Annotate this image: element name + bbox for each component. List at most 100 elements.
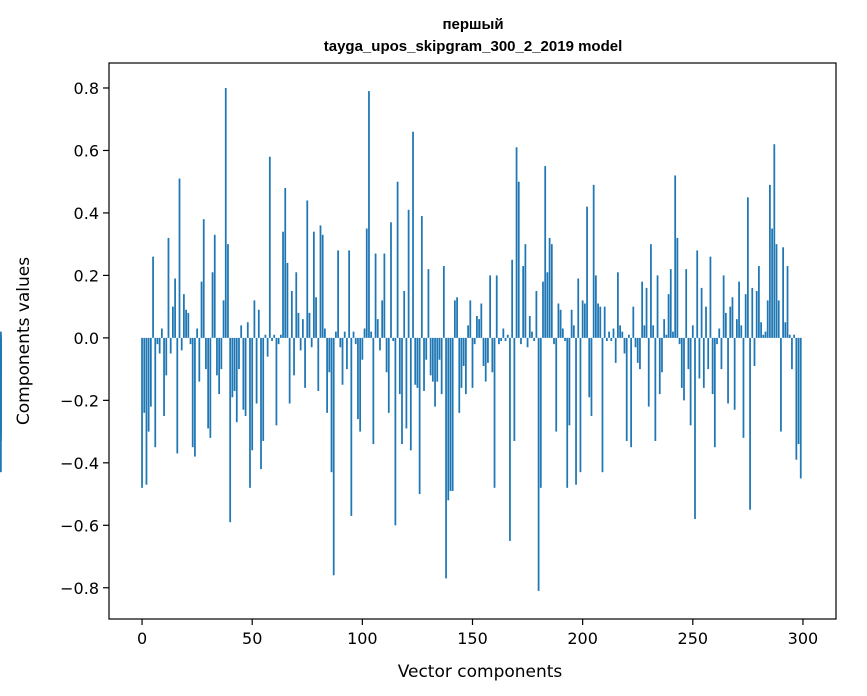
bar <box>665 334 668 338</box>
bar <box>478 319 480 338</box>
bar <box>156 337 159 345</box>
bar <box>374 253 377 338</box>
bar <box>427 269 430 338</box>
bar <box>266 337 269 357</box>
bar <box>577 278 580 338</box>
bar-series <box>0 87 802 591</box>
bar <box>735 319 738 338</box>
bar <box>683 337 685 401</box>
bar <box>643 325 646 338</box>
bar <box>797 337 800 445</box>
bar <box>308 312 311 338</box>
bar <box>647 337 650 407</box>
bar <box>295 272 298 338</box>
bar <box>436 337 439 382</box>
bar <box>557 303 560 338</box>
bar <box>315 297 317 338</box>
bar <box>172 306 174 338</box>
bar <box>160 328 163 338</box>
bar <box>165 337 168 376</box>
bar <box>429 337 432 376</box>
bar <box>211 272 214 338</box>
y-tick-label: 0.6 <box>74 141 99 160</box>
bar <box>465 337 467 395</box>
bar <box>634 337 637 348</box>
bar <box>220 337 223 370</box>
bar <box>290 291 293 338</box>
bar <box>799 337 802 479</box>
bar <box>608 331 610 338</box>
bar <box>758 266 760 338</box>
bar <box>698 337 701 379</box>
bar <box>487 337 489 363</box>
bar <box>753 337 756 366</box>
y-tick-label: 0.4 <box>74 204 99 223</box>
chart-subtitle: tayga_upos_skipgram_300_2_2019 model <box>324 38 623 55</box>
bar <box>260 337 262 470</box>
bar <box>636 337 639 363</box>
bar <box>401 337 403 445</box>
bar <box>238 337 240 370</box>
bar <box>423 337 425 391</box>
bar <box>687 337 690 370</box>
y-tick-label: −0.6 <box>60 516 99 535</box>
bar <box>769 184 771 338</box>
bar <box>348 250 351 338</box>
bar <box>645 287 648 338</box>
bar <box>185 309 187 338</box>
bar <box>198 337 201 382</box>
bar <box>676 237 679 338</box>
bar <box>209 337 212 438</box>
bar <box>473 337 476 345</box>
bar <box>141 337 143 488</box>
bar <box>145 337 148 485</box>
y-axis-ticks: −0.8 −0.6 −0.4 −0.2 0.0 0.2 0.4 0.6 0.8 <box>60 79 109 598</box>
bar <box>396 181 399 338</box>
bar <box>667 294 670 338</box>
bar <box>650 244 652 338</box>
bar <box>528 316 531 338</box>
bar <box>504 337 507 341</box>
bar <box>500 337 503 341</box>
bar <box>517 181 520 338</box>
bar <box>425 337 428 360</box>
bar <box>632 306 635 338</box>
bar <box>747 197 749 338</box>
bar <box>553 337 555 345</box>
bar <box>330 337 333 473</box>
bar <box>533 337 536 341</box>
bar <box>575 337 577 485</box>
bar <box>352 331 355 338</box>
bar <box>524 244 527 338</box>
bar <box>568 337 571 426</box>
bar <box>293 337 295 376</box>
bar <box>619 325 621 338</box>
bar <box>641 281 644 338</box>
bar <box>246 322 249 338</box>
bar <box>405 337 408 429</box>
bar <box>795 337 798 460</box>
bar <box>196 328 198 338</box>
bar <box>372 337 375 445</box>
bar <box>183 294 185 338</box>
bar <box>319 225 322 338</box>
bar <box>460 337 463 388</box>
bar <box>762 334 765 338</box>
bar <box>583 303 586 338</box>
x-tick-label: 250 <box>678 629 709 648</box>
bar <box>268 156 271 338</box>
bar <box>550 244 553 338</box>
x-tick-label: 0 <box>137 629 147 648</box>
bar <box>520 337 522 345</box>
bar <box>328 337 331 373</box>
bar <box>456 297 458 338</box>
bar <box>321 234 324 338</box>
bar <box>387 337 390 413</box>
bar <box>707 337 710 370</box>
bar <box>702 337 705 388</box>
bar <box>431 337 434 382</box>
bar <box>716 337 718 345</box>
bar <box>771 228 773 338</box>
bar <box>412 131 414 338</box>
bar <box>194 337 196 457</box>
